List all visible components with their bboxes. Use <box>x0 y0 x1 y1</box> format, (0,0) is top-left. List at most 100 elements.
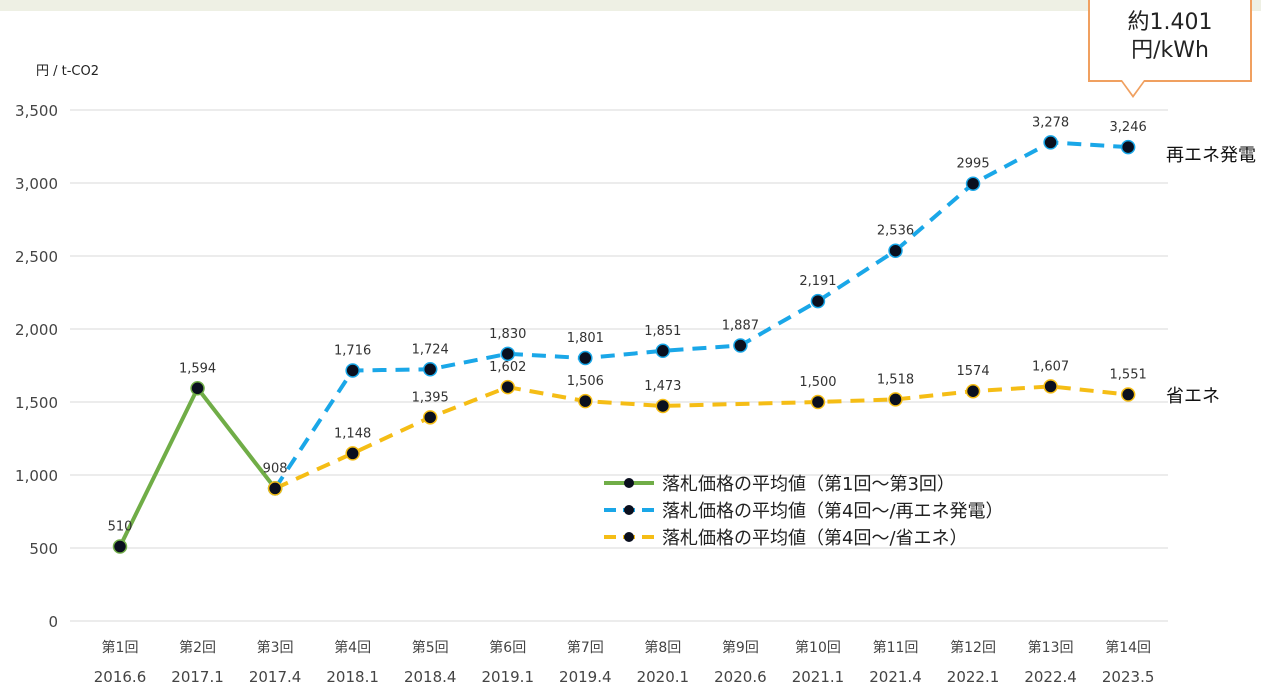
data-label: 2,536 <box>877 224 914 239</box>
y-tick-label: 2,500 <box>15 248 58 266</box>
data-point <box>965 383 981 399</box>
data-point <box>1043 379 1058 394</box>
legend-marker <box>624 505 634 515</box>
x-tick-label: 第4回 <box>334 639 371 656</box>
data-point <box>888 243 903 258</box>
data-point <box>190 381 205 396</box>
x-tick-date-label: 2020.1 <box>637 668 690 686</box>
x-tick-label: 第14回 <box>1105 639 1151 656</box>
x-tick-label: 第8回 <box>644 639 681 656</box>
data-point <box>733 338 748 353</box>
x-tick-label: 第9回 <box>722 639 759 656</box>
data-point <box>1120 139 1136 155</box>
data-label: 2,191 <box>799 274 836 289</box>
data-label: 1,148 <box>334 426 371 441</box>
data-point <box>578 350 593 366</box>
data-label: 2995 <box>957 157 990 172</box>
data-label: 1,594 <box>179 361 216 376</box>
data-label: 908 <box>263 461 288 476</box>
x-tick-label: 第5回 <box>412 639 449 656</box>
data-label: 1,473 <box>644 379 681 394</box>
x-tick-label: 第6回 <box>489 639 526 656</box>
x-tick-label: 第3回 <box>257 639 294 656</box>
y-tick-label: 500 <box>29 540 58 558</box>
data-label: 1,500 <box>799 375 836 390</box>
series-line-1 <box>118 384 278 549</box>
data-point <box>345 363 360 378</box>
data-point <box>965 176 981 191</box>
y-tick-label: 1,000 <box>15 467 58 485</box>
data-point <box>655 343 671 359</box>
y-tick-label: 1,500 <box>15 394 58 412</box>
series-end-label-renewable: 再エネ発電 <box>1166 145 1256 166</box>
callout-line2: 円/kWh <box>1131 38 1209 63</box>
data-point <box>888 392 903 407</box>
legend-marker <box>624 532 634 542</box>
x-tick-label: 第7回 <box>567 639 604 656</box>
data-point <box>1120 387 1136 402</box>
data-label: 1,830 <box>489 327 526 342</box>
data-label: 1,887 <box>722 318 759 333</box>
x-tick-label: 第2回 <box>179 639 216 656</box>
data-point <box>655 398 671 414</box>
data-label: 1,602 <box>489 360 526 375</box>
data-label: 1,506 <box>567 374 604 389</box>
x-tick-date-label: 2016.6 <box>94 668 147 686</box>
data-label: 3,278 <box>1032 115 1069 130</box>
price-callout: 約1.401 円/kWh <box>1088 0 1252 82</box>
legend-label: 落札価格の平均値（第4回〜/省エネ） <box>662 528 968 549</box>
x-tick-date-label: 2021.4 <box>869 668 922 686</box>
data-point <box>422 362 438 377</box>
x-tick-date-label: 2021.1 <box>792 668 845 686</box>
x-tick-date-label: 2019.4 <box>559 668 612 686</box>
x-tick-date-label: 2022.4 <box>1024 668 1077 686</box>
x-tick-date-label: 2017.4 <box>249 668 302 686</box>
data-label: 510 <box>108 520 133 535</box>
data-label: 1,851 <box>644 324 681 339</box>
data-label: 1,724 <box>412 342 449 357</box>
x-tick-date-label: 2020.6 <box>714 668 767 686</box>
y-tick-label: 3,000 <box>15 175 58 193</box>
data-label: 1574 <box>957 364 990 379</box>
data-point <box>422 410 438 425</box>
x-tick-date-label: 2019.1 <box>482 668 535 686</box>
x-tick-label: 第10回 <box>795 639 841 656</box>
data-point <box>578 393 593 409</box>
series-line-3 <box>274 384 1129 491</box>
y-tick-label: 2,000 <box>15 321 58 339</box>
data-point <box>112 539 128 554</box>
data-label: 1,518 <box>877 372 914 387</box>
x-tick-label: 第1回 <box>102 639 139 656</box>
data-label: 1,801 <box>567 331 604 346</box>
x-tick-date-label: 2018.1 <box>326 668 379 686</box>
top-band <box>0 0 1261 11</box>
x-tick-date-label: 2018.4 <box>404 668 457 686</box>
series-end-label-saving: 省エネ <box>1166 386 1220 407</box>
legend-marker <box>624 478 634 488</box>
x-tick-date-label: 2017.1 <box>171 668 224 686</box>
series-line-2 <box>273 140 1129 490</box>
data-point <box>500 346 515 362</box>
callout-line1: 約1.401 <box>1127 10 1213 35</box>
data-point <box>810 293 826 309</box>
data-point <box>267 481 283 496</box>
x-tick-label: 第12回 <box>950 639 996 656</box>
callout-pointer-fill <box>1122 80 1144 95</box>
y-tick-label: 0 <box>48 613 58 631</box>
x-tick-date-label: 2022.1 <box>947 668 1000 686</box>
legend-label: 落札価格の平均値（第4回〜/再エネ発電） <box>662 501 1004 522</box>
data-point <box>810 394 826 410</box>
data-label: 3,246 <box>1110 120 1147 135</box>
data-point <box>1043 135 1058 150</box>
data-label: 1,607 <box>1032 359 1069 374</box>
y-axis-unit-label: 円 / t-CO2 <box>36 64 100 79</box>
data-point <box>345 446 360 461</box>
data-label: 1,716 <box>334 343 371 358</box>
legend-label: 落札価格の平均値（第1回〜第3回） <box>662 474 955 495</box>
data-point <box>500 379 515 395</box>
y-tick-label: 3,500 <box>15 102 58 120</box>
x-tick-label: 第13回 <box>1028 639 1074 656</box>
data-label: 1,395 <box>412 390 449 405</box>
x-tick-label: 第11回 <box>873 639 919 656</box>
